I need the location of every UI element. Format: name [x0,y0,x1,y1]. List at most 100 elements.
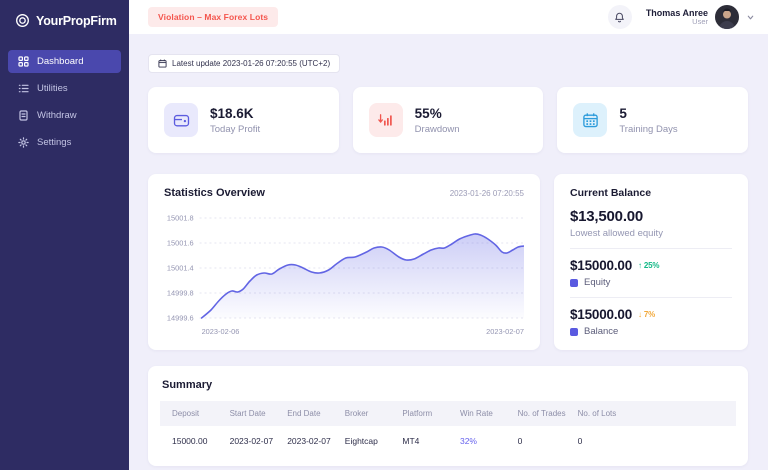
table-row: 15000.00 2023-02-07 2023-02-07 Eightcap … [160,426,736,456]
sidebar-item-utilities[interactable]: Utilities [8,77,121,100]
cell-start-date: 2023-02-07 [229,436,274,446]
col-header-win-rate: Win Rate [459,409,493,418]
lowest-equity-label: Lowest allowed equity [570,228,663,239]
summary-title: Summary [162,379,213,391]
svg-text:14999.6: 14999.6 [167,313,194,322]
chart-line [200,233,524,319]
col-header-broker: Broker [344,409,369,418]
wallet-icon [173,114,189,126]
sidebar-item-label: Dashboard [37,56,84,67]
sidebar-item-dashboard[interactable]: Dashboard [8,50,121,73]
sidebar-item-label: Settings [37,137,72,148]
svg-text:14999.8: 14999.8 [167,288,194,297]
col-header-deposit: Deposit [172,409,200,418]
balance-legend-swatch [570,327,578,336]
stat-label: Today Profit [210,123,261,135]
stat-label: Drawdown [414,123,460,135]
chart-header: Statistics Overview 2023-01-26 07:20:55 [164,187,524,199]
wallet-icon-box [164,103,198,137]
calendar-small-icon [158,59,167,68]
user-role: User [692,16,708,26]
withdraw-receipt-icon [19,110,28,121]
equity-legend: Equity [570,277,732,288]
lowest-equity-value: $13,500.00 [570,208,644,225]
divider [570,248,732,249]
sidebar-nav: Dashboard Utilities With [0,50,129,154]
main-content: Latest update 2023-01-26 07:20:55 (UTC+2… [129,34,768,470]
user-names: Thomas Anree User [646,8,708,27]
chart-area-fill [201,233,524,318]
dashboard-grid-icon [18,56,29,67]
divider [570,297,732,298]
latest-update-chip: Latest update 2023-01-26 07:20:55 (UTC+2… [148,54,341,73]
avatar[interactable] [715,5,739,29]
notifications-button[interactable] [607,5,632,29]
summary-header-row: Deposit Start Date End Date Broker Platf… [160,401,736,426]
svg-text:15001.8: 15001.8 [167,213,194,222]
calendar-icon [583,112,598,127]
user-menu[interactable]: Thomas Anree User [646,5,755,29]
utilities-list-icon [18,84,29,93]
col-header-no-of-lots: No. of Lots [577,409,617,418]
statistics-overview-card: Statistics Overview 2023-01-26 07:20:55 … [148,174,540,350]
main-row: Statistics Overview 2023-01-26 07:20:55 … [148,174,748,350]
cell-deposit: 15000.00 [172,436,208,446]
topbar: Violation – Max Forex Lots Thomas Anree … [129,0,768,34]
svg-text:2023-02-07: 2023-02-07 [486,327,524,336]
col-header-start-date: Start Date [229,409,266,418]
summary-table: Deposit Start Date End Date Broker Platf… [160,401,736,456]
svg-text:15001.6: 15001.6 [167,238,194,247]
drawdown-icon-box [368,103,403,137]
sidebar-item-label: Withdraw [37,110,77,121]
gear-icon [18,137,29,148]
stat-label: Training Days [619,123,678,135]
chart-axis-ticks: 15001.8 15001.6 15001.4 14999.8 14999.6 2023-… [167,213,524,336]
stat-card-drawdown: 55% Drawdown [352,87,544,153]
stat-card-text: $18.6K Today Profit [210,106,260,135]
violation-badge: Violation – Max Forex Lots [148,7,279,27]
equity-legend-swatch [570,278,578,287]
drawdown-chart-icon [378,113,392,126]
cell-no-of-trades: 0 [517,436,523,446]
brand-name: YourPropFirm [36,13,117,28]
brand-logo[interactable]: YourPropFirm [0,0,129,28]
equity-legend-label: Equity [584,277,611,288]
stat-card-today-profit: $18.6K Today Profit [148,87,339,153]
bell-icon [615,12,625,22]
stat-card-text: 55% Drawdown [415,106,460,135]
equity-row: $15000.00 ↑ 25% [570,258,732,273]
balance-legend-label: Balance [584,326,619,337]
cell-broker: Eightcap [344,436,378,446]
svg-text:15001.4: 15001.4 [167,263,194,272]
training-calendar-icon-box [573,103,608,137]
stat-card-training-days: 5 Training Days [557,87,749,153]
latest-update-text: Latest update 2023-01-26 07:20:55 (UTC+2… [172,59,331,68]
statistics-line-chart: 15001.8 15001.6 15001.4 14999.8 14999.6 2023-… [167,213,524,336]
chart-timestamp: 2023-01-26 07:20:55 [449,189,524,198]
chevron-down-icon[interactable] [746,13,755,22]
balance-legend: Balance [570,326,732,337]
avatar-photo [715,5,739,29]
cell-win-rate: 32% [459,436,477,446]
balance-value: $15000.00 [570,307,633,322]
col-header-no-of-trades: No. of Trades [517,409,566,418]
equity-value: $15000.00 [570,258,633,273]
cell-platform: MT4 [402,436,420,446]
stat-value: $18.6K [210,105,254,121]
sidebar-item-withdraw[interactable]: Withdraw [8,104,121,127]
chart-title: Statistics Overview [164,187,265,199]
balance-row: $15000.00 ↓ 7% [570,307,732,322]
col-header-platform: Platform [402,409,433,418]
col-header-end-date: End Date [287,409,321,418]
stat-value: 5 [619,105,627,121]
current-balance-card: Current Balance $13,500.00 Lowest allowe… [554,174,748,350]
stat-card-text: 5 Training Days [619,106,677,135]
sidebar: YourPropFirm Dashboard [0,0,129,470]
sidebar-item-settings[interactable]: Settings [8,131,121,154]
cell-end-date: 2023-02-07 [287,436,331,446]
brand-icon [16,14,29,27]
stat-value: 55% [414,105,442,121]
balance-delta-down: ↓ 7% [638,310,656,319]
user-name: Thomas Anree [645,7,708,18]
summary-card: Summary Deposit Start Date End Date Brok… [148,366,748,466]
